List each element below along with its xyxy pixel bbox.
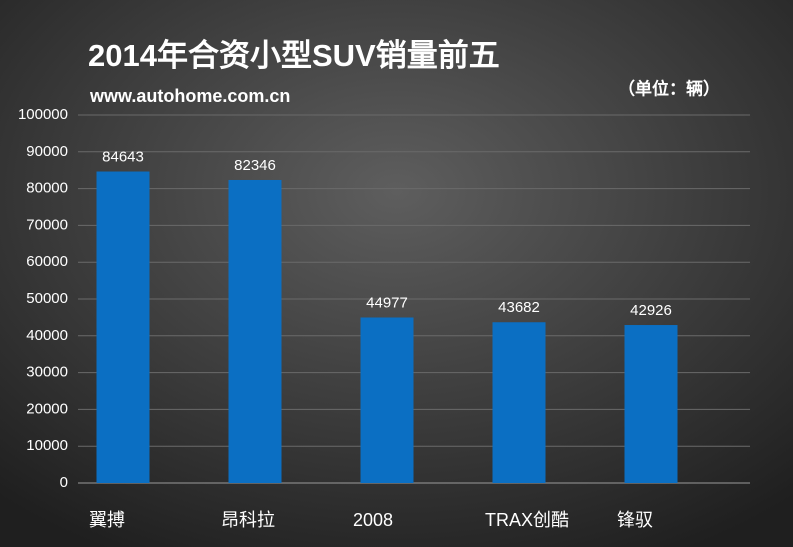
value-label: 84643 — [102, 148, 144, 165]
y-tick-label: 20000 — [26, 400, 68, 417]
y-tick-label: 80000 — [26, 180, 68, 197]
value-label: 82346 — [234, 157, 276, 174]
y-tick-label: 30000 — [26, 364, 68, 381]
y-tick-label: 50000 — [26, 290, 68, 307]
bar — [96, 171, 150, 483]
value-label: 44977 — [366, 294, 408, 311]
bar — [492, 322, 546, 483]
x-tick-label: 2008 — [353, 510, 393, 530]
value-label: 42926 — [630, 302, 672, 319]
y-tick-label: 10000 — [26, 437, 68, 454]
x-tick-label: 昂科拉 — [221, 510, 275, 530]
y-tick-label: 70000 — [26, 216, 68, 233]
x-tick-label: TRAX创酷 — [485, 510, 569, 530]
value-label: 43682 — [498, 299, 540, 316]
bar — [228, 179, 282, 483]
x-tick-label: 锋驭 — [617, 510, 653, 530]
y-tick-label: 100000 — [18, 106, 68, 123]
bar — [360, 317, 414, 483]
y-tick-label: 40000 — [26, 327, 68, 344]
chart-subtitle: www.autohome.com.cn — [89, 86, 290, 106]
chart-title: 2014年合资小型SUV销量前五 — [88, 38, 500, 73]
bar — [624, 325, 678, 483]
y-tick-label: 0 — [60, 474, 68, 491]
unit-note: （单位：辆） — [618, 78, 720, 98]
x-tick-label: 翼搏 — [89, 510, 125, 530]
y-tick-label: 60000 — [26, 253, 68, 270]
y-tick-label: 90000 — [26, 143, 68, 160]
